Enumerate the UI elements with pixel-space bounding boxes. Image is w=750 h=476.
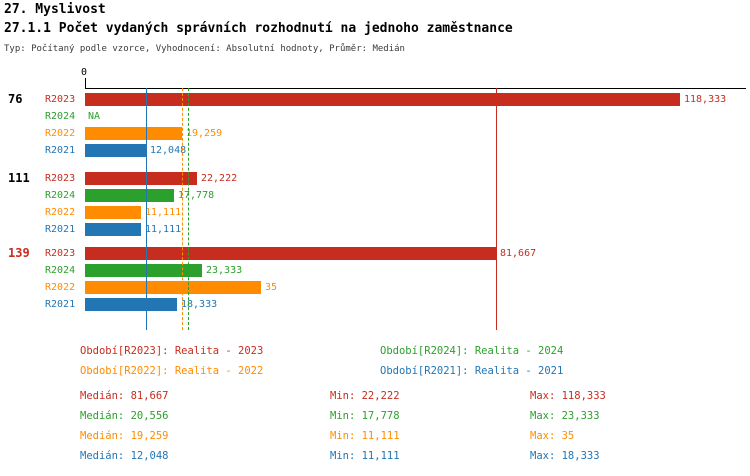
- bar-r2021: [85, 144, 146, 157]
- bar-r2024: [85, 189, 174, 202]
- stat-max-r2023: Max: 118,333: [530, 390, 606, 402]
- bar-series-label: R2021: [45, 299, 76, 310]
- bar-value-label: NA: [88, 111, 101, 122]
- bar-value-label: 11,111: [145, 224, 182, 235]
- bar-series-label: R2024: [45, 111, 76, 122]
- bar-series-label: R2021: [45, 145, 76, 156]
- bar-series-label: R2022: [45, 128, 76, 139]
- bar-series-label: R2022: [45, 282, 76, 293]
- legend-item-r2023: Období[R2023]: Realita - 2023: [80, 345, 264, 357]
- bar-value-label: 23,333: [206, 265, 243, 276]
- bar-value-label: 19,259: [186, 128, 223, 139]
- stat-min-r2021: Min: 11,111: [330, 450, 400, 462]
- bar-r2022: [85, 281, 261, 294]
- median-line-r2021: [145, 88, 147, 330]
- bar-value-label: 11,111: [145, 207, 182, 218]
- bar-r2023: [85, 247, 496, 260]
- bar-value-label: 12,048: [150, 145, 187, 156]
- stat-min-r2024: Min: 17,778: [330, 410, 400, 422]
- bar-r2022: [85, 127, 182, 140]
- stat-median-r2022: Medián: 19,259: [80, 430, 169, 442]
- stat-min-r2022: Min: 11,111: [330, 430, 400, 442]
- bar-r2022: [85, 206, 141, 219]
- group-label: 139: [8, 246, 30, 260]
- group-label: 111: [8, 171, 30, 185]
- x-axis-tick: [85, 78, 86, 88]
- page-title: 27. Myslivost: [4, 2, 106, 17]
- legend-item-r2021: Období[R2021]: Realita - 2021: [380, 365, 564, 377]
- median-line-r2023: [495, 88, 497, 330]
- stat-median-r2021: Medián: 12,048: [80, 450, 169, 462]
- bar-r2023: [85, 172, 197, 185]
- stat-max-r2022: Max: 35: [530, 430, 575, 442]
- stat-median-r2024: Medián: 20,556: [80, 410, 169, 422]
- bar-value-label: 118,333: [684, 94, 727, 105]
- bar-value-label: 18,333: [181, 299, 218, 310]
- bar-series-label: R2023: [45, 248, 76, 259]
- legend-item-r2022: Období[R2022]: Realita - 2022: [80, 365, 264, 377]
- x-axis-line: [85, 88, 746, 89]
- bar-series-label: R2023: [45, 94, 76, 105]
- bar-series-label: R2023: [45, 173, 76, 184]
- stat-min-r2023: Min: 22,222: [330, 390, 400, 402]
- bar-value-label: 35: [265, 282, 278, 293]
- legend-item-r2024: Období[R2024]: Realita - 2024: [380, 345, 564, 357]
- bar-series-label: R2024: [45, 190, 76, 201]
- x-axis-zero-label: 0: [81, 67, 88, 78]
- stat-max-r2024: Max: 23,333: [530, 410, 600, 422]
- median-line-r2022: [181, 88, 183, 330]
- median-line-r2024: [188, 88, 190, 330]
- bar-value-label: 81,667: [500, 248, 537, 259]
- bar-series-label: R2024: [45, 265, 76, 276]
- chart-meta-line: Typ: Počítaný podle vzorce, Vyhodnocení:…: [4, 44, 405, 54]
- bar-series-label: R2022: [45, 207, 76, 218]
- group-label: 76: [8, 92, 23, 106]
- bar-r2021: [85, 223, 141, 236]
- stat-median-r2023: Medián: 81,667: [80, 390, 169, 402]
- bar-r2021: [85, 298, 177, 311]
- stat-max-r2021: Max: 18,333: [530, 450, 600, 462]
- bar-value-label: 17,778: [178, 190, 215, 201]
- bar-value-label: 22,222: [201, 173, 238, 184]
- chart-subtitle: 27.1.1 Počet vydaných správních rozhodnu…: [4, 21, 513, 36]
- bar-r2023: [85, 93, 680, 106]
- bar-series-label: R2021: [45, 224, 76, 235]
- bar-r2024: [85, 264, 202, 277]
